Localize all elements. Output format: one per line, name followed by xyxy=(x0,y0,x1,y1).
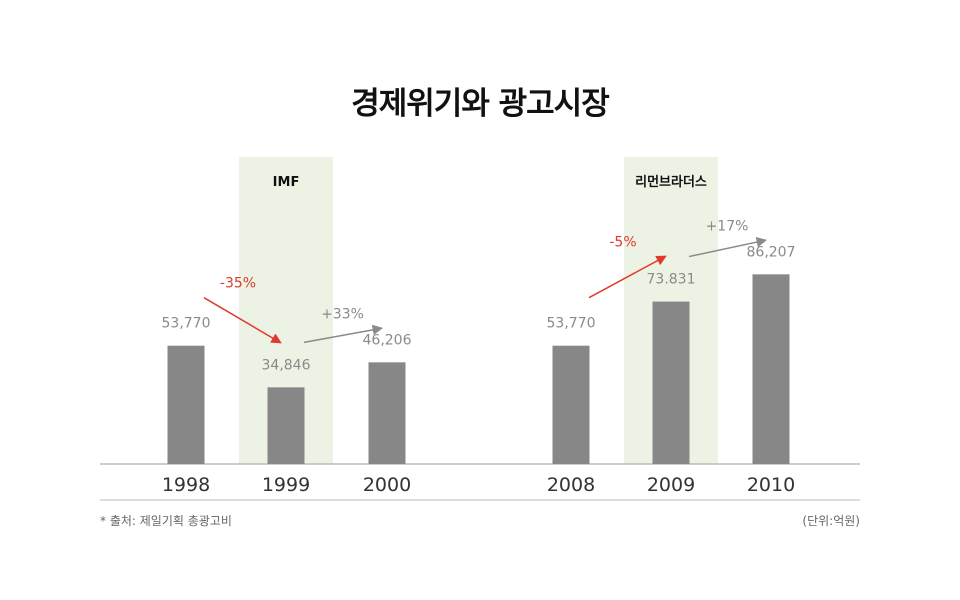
data-label: 86,207 xyxy=(747,244,796,260)
x-tick-label: 2009 xyxy=(647,474,695,496)
growth-arrow xyxy=(688,236,768,258)
bar xyxy=(167,345,205,464)
growth-arrow xyxy=(303,324,384,344)
decline-annotation: -5% xyxy=(609,235,636,251)
bar xyxy=(752,274,790,464)
source-note: * 출처: 제일기획 총광고비 xyxy=(100,514,232,528)
data-label: 46,206 xyxy=(363,332,412,348)
bar xyxy=(368,362,406,464)
axes xyxy=(100,463,860,501)
x-tick-label: 2010 xyxy=(747,474,795,496)
period-label: 리먼브라더스 xyxy=(635,174,707,190)
growth-annotation: +33% xyxy=(321,306,364,322)
data-label: 34,846 xyxy=(262,357,311,373)
period-label: IMF xyxy=(273,175,300,190)
decline-annotation: -35% xyxy=(220,276,256,292)
highlight-bands xyxy=(239,157,718,464)
x-tick-label: 2000 xyxy=(363,474,411,496)
data-label: 73.831 xyxy=(647,272,696,288)
bar xyxy=(652,301,690,464)
bar xyxy=(267,387,305,464)
unit-note: (단위:억원) xyxy=(802,514,860,528)
x-tick-label: 1998 xyxy=(162,474,210,496)
x-tick-label: 1999 xyxy=(262,474,310,496)
growth-annotation: +17% xyxy=(706,218,749,234)
decline-arrow xyxy=(203,297,282,344)
bar-marks: IMF 53,770 1998 34,846 1999 46,206 2000 -35% +33… xyxy=(162,174,796,496)
x-tick-label: 2008 xyxy=(547,474,595,496)
chart-title: 경제위기와 광고시장 xyxy=(351,86,609,122)
data-label: 53,770 xyxy=(162,316,211,332)
data-label: 53,770 xyxy=(547,316,596,332)
decline-arrow xyxy=(588,255,667,299)
bar xyxy=(552,345,590,464)
